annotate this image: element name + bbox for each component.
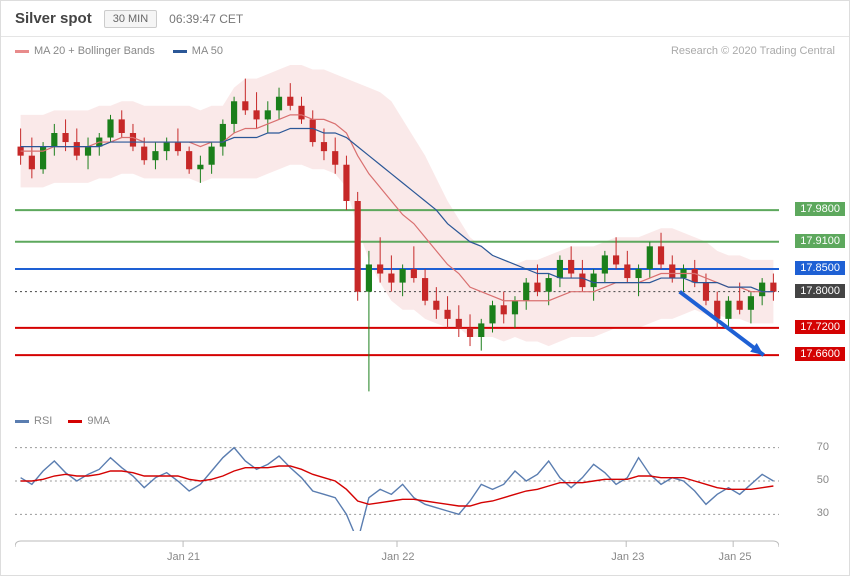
timeframe-badge[interactable]: 30 MIN <box>104 10 157 28</box>
rsi-legend: RSI 9MA <box>15 415 110 427</box>
x-axis-tick-label: Jan 25 <box>719 551 752 563</box>
instrument-title: Silver spot <box>15 10 92 27</box>
legend-item-bb: MA 20 + Bollinger Bands <box>15 45 155 57</box>
price-level-label: 17.8500 <box>795 261 845 275</box>
x-axis-tick-label: Jan 22 <box>381 551 414 563</box>
rsi-level-label: 30 <box>817 507 829 519</box>
price-level-label: 17.6600 <box>795 347 845 361</box>
price-legend: MA 20 + Bollinger Bands MA 50 <box>15 45 223 57</box>
price-level-label: 17.7200 <box>795 320 845 334</box>
rsi-chart-svg <box>15 431 779 531</box>
legend-swatch-rsi <box>15 420 29 423</box>
legend-swatch-ma50 <box>173 50 187 53</box>
legend-item-rsi: RSI <box>15 415 52 427</box>
legend-swatch-bb <box>15 50 29 53</box>
legend-swatch-9ma <box>68 420 82 423</box>
price-chart-svg <box>15 65 779 405</box>
price-level-label: 17.9800 <box>795 202 845 216</box>
timestamp: 06:39:47 CET <box>169 12 243 26</box>
attribution-text: Research © 2020 Trading Central <box>671 45 835 57</box>
chart-header: Silver spot 30 MIN 06:39:47 CET <box>1 1 849 37</box>
legend-item-9ma: 9MA <box>68 415 110 427</box>
price-level-label: 17.9100 <box>795 234 845 248</box>
rsi-chart-area[interactable] <box>15 431 779 531</box>
x-axis-tick-label: Jan 21 <box>167 551 200 563</box>
x-axis: Jan 21 Jan 22 Jan 23 Jan 25 <box>15 539 779 567</box>
chart-container: Silver spot 30 MIN 06:39:47 CET Research… <box>0 0 850 576</box>
rsi-level-label: 50 <box>817 474 829 486</box>
price-level-label: 17.8000 <box>795 284 845 298</box>
x-axis-tick-label: Jan 23 <box>611 551 644 563</box>
legend-item-ma50: MA 50 <box>173 45 223 57</box>
price-chart-area[interactable] <box>15 65 779 405</box>
rsi-level-label: 70 <box>817 441 829 453</box>
